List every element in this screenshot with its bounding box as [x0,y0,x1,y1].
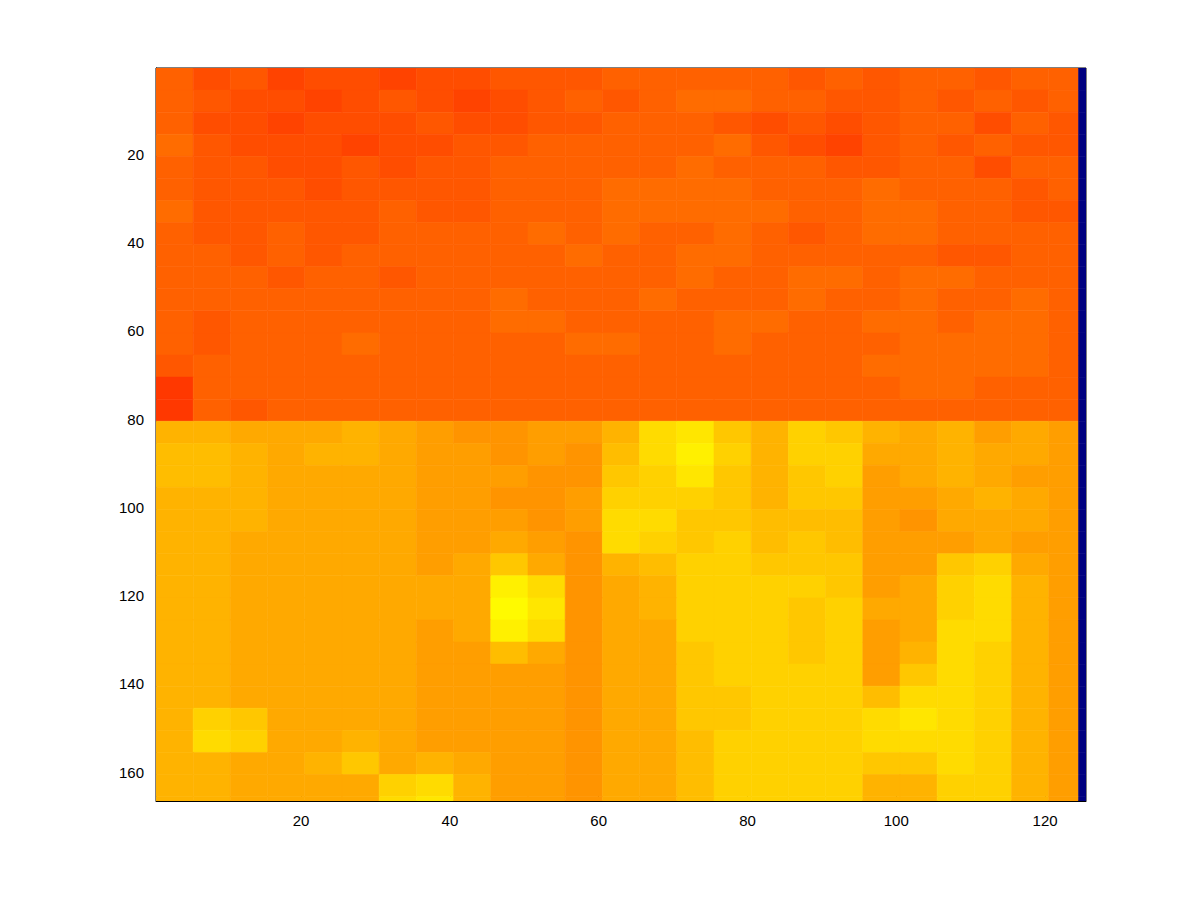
svg-text:100: 100 [884,812,909,829]
svg-text:20: 20 [127,146,144,163]
svg-text:160: 160 [119,764,144,781]
svg-text:120: 120 [119,587,144,604]
svg-text:80: 80 [127,411,144,428]
svg-text:100: 100 [119,499,144,516]
svg-text:140: 140 [119,675,144,692]
svg-text:60: 60 [127,322,144,339]
svg-text:20: 20 [293,812,310,829]
svg-text:40: 40 [442,812,459,829]
svg-text:120: 120 [1033,812,1058,829]
svg-text:80: 80 [739,812,756,829]
svg-text:60: 60 [590,812,607,829]
svg-text:40: 40 [127,234,144,251]
